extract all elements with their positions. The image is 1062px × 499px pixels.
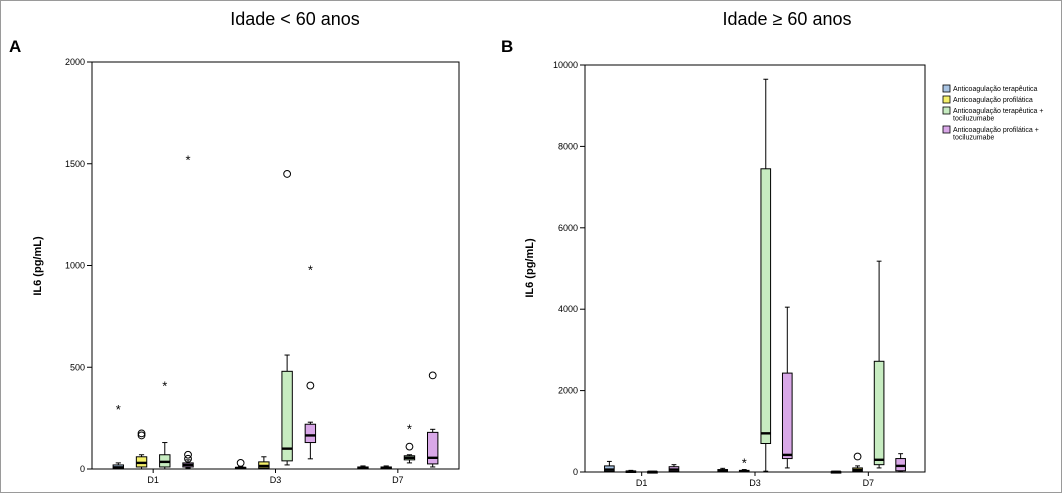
panel-b-y-tick-label: 8000 xyxy=(558,141,578,151)
panel-b-x-tick-label: D3 xyxy=(749,478,761,488)
extreme-point: * xyxy=(407,421,412,436)
panel-a-x-tick-label: D3 xyxy=(270,475,282,485)
panel-a-box-d3-series-2 xyxy=(258,456,270,470)
box-iqr xyxy=(781,372,793,460)
panel-a-y-tick-label: 1000 xyxy=(65,261,85,271)
panel-a-box-d3-series-3 xyxy=(281,170,293,466)
outlier-point xyxy=(184,454,192,463)
outlier-point xyxy=(137,429,146,438)
panel-a-box-d7-series-1 xyxy=(357,465,369,470)
panel-b-box-d3-series-3 xyxy=(760,78,772,472)
extreme-point: * xyxy=(186,153,191,168)
extreme-point: * xyxy=(742,456,747,471)
panel-b-box-d1-series-1 xyxy=(604,460,615,473)
box-iqr xyxy=(873,360,885,466)
legend-item-label: tociluzumabe xyxy=(953,135,994,142)
panel-a-box-d7-series-4 xyxy=(426,371,439,468)
panel-a-box-d1-series-2 xyxy=(135,429,148,470)
legend-item-label: tociluzumabe xyxy=(953,116,994,123)
panel-a-x-tick-label: D7 xyxy=(392,475,404,485)
legend: Anticoagulação terapêutica Anticoagulação… xyxy=(942,84,1043,142)
panel-a-x-tick-label: D1 xyxy=(147,475,159,485)
legend-item-label: Anticoagulação profilática + xyxy=(953,127,1039,134)
panel-b-box-d3-series-4 xyxy=(781,306,793,469)
panel-b-title: Idade ≥ 60 anos xyxy=(723,9,852,29)
extreme-point: * xyxy=(162,379,167,394)
outlier-point xyxy=(137,431,146,440)
outlier-point xyxy=(306,381,315,390)
panel-b-x-tick-label: D7 xyxy=(863,478,875,488)
panel-b-y-tick-label: 4000 xyxy=(558,304,578,314)
legend-swatch xyxy=(942,84,951,93)
panel-b-y-tick-label: 10000 xyxy=(553,60,578,70)
panel-a-box-d1-series-4: * xyxy=(182,153,194,469)
panel-b-plot: 0 2000 4000 6000 8000 10000 D1 D3* D7 xyxy=(553,60,926,488)
extreme-point: * xyxy=(116,402,121,417)
panel-b-box-d1-series-3 xyxy=(647,470,658,474)
legend-item-1: Anticoagulação terapêutica xyxy=(942,84,1038,93)
panel-b-y-axis-label: IL6 (pg/mL) xyxy=(524,238,536,298)
panel-b-box-d3-series-2: * xyxy=(738,456,750,473)
box-iqr xyxy=(426,431,439,465)
box-iqr xyxy=(281,370,293,462)
panel-a-y-tick-label: 2000 xyxy=(65,57,85,67)
panel-a: Idade < 60 anos A IL6 (pg/mL) 0 500 1000 15… xyxy=(9,9,460,485)
legend-swatch xyxy=(942,125,951,134)
legend-item-2: Anticoagulação profilática xyxy=(942,95,1033,104)
legend-swatch xyxy=(942,95,951,104)
panel-a-y-axis-label: IL6 (pg/mL) xyxy=(32,236,44,296)
legend-item-3: Anticoagulação terapêutica +tociluzumabe xyxy=(942,106,1043,123)
panel-a-title: Idade < 60 anos xyxy=(230,9,360,29)
box-iqr xyxy=(895,458,906,472)
panel-b-box-d7-series-2 xyxy=(852,452,863,473)
box-iqr xyxy=(304,423,317,444)
legend-item-label: Anticoagulação terapêutica xyxy=(953,86,1038,93)
panel-b-y-tick-label: 6000 xyxy=(558,223,578,233)
panel-a-box-d3-series-4: * xyxy=(304,263,317,460)
panel-a-y-tick-label: 0 xyxy=(80,464,85,474)
panel-a-box-d1-series-3: * xyxy=(159,379,171,470)
panel-b-box-d7-series-3 xyxy=(873,260,885,469)
panel-b-box-d1-series-4 xyxy=(668,464,680,473)
panel-a-box-d1-series-1: * xyxy=(112,402,125,470)
panel-a-plot-frame xyxy=(91,61,460,470)
panel-b-box-d3-series-1 xyxy=(717,467,729,473)
box-iqr xyxy=(760,168,772,445)
panel-b-label: B xyxy=(501,37,513,56)
panel-b-box-d1-series-2 xyxy=(625,469,637,473)
panel-a-label: A xyxy=(9,37,21,56)
legend-item-4: Anticoagulação profilática +tociluzumabe xyxy=(942,125,1039,142)
panel-b-x-tick-label: D1 xyxy=(636,478,648,488)
panel-b-y-tick-label: 0 xyxy=(573,467,578,477)
outlier-point xyxy=(283,170,292,178)
panel-b-y-tick-label: 2000 xyxy=(558,386,578,396)
outlier-point xyxy=(853,452,862,461)
panel-b-box-d7-series-1 xyxy=(830,470,842,474)
panel-a-y-tick-label: 1500 xyxy=(65,159,85,169)
legend-swatch xyxy=(942,106,951,115)
legend-item-label: Anticoagulação terapêutica + xyxy=(953,108,1043,115)
outlier-point xyxy=(184,450,192,459)
panel-b-box-d7-series-4 xyxy=(895,453,906,473)
panel-a-box-d7-series-3: * xyxy=(403,421,416,464)
panel-a-y-tick-label: 500 xyxy=(70,362,85,372)
panel-b: Idade ≥ 60 anos B IL6 (pg/mL) 0 2000 4000 6… xyxy=(501,9,926,488)
outlier-point xyxy=(405,442,414,451)
panel-a-box-d3-series-1 xyxy=(234,458,247,470)
legend-item-label: Anticoagulação profilática xyxy=(953,97,1033,104)
extreme-point: * xyxy=(308,263,313,278)
panel-a-plot: 0 500 1000 1500 2000 D1 * * * D3 * D7 * xyxy=(65,57,460,485)
panel-a-box-d7-series-2 xyxy=(380,465,392,470)
outlier-point xyxy=(428,371,437,380)
outlier-point xyxy=(236,458,245,467)
